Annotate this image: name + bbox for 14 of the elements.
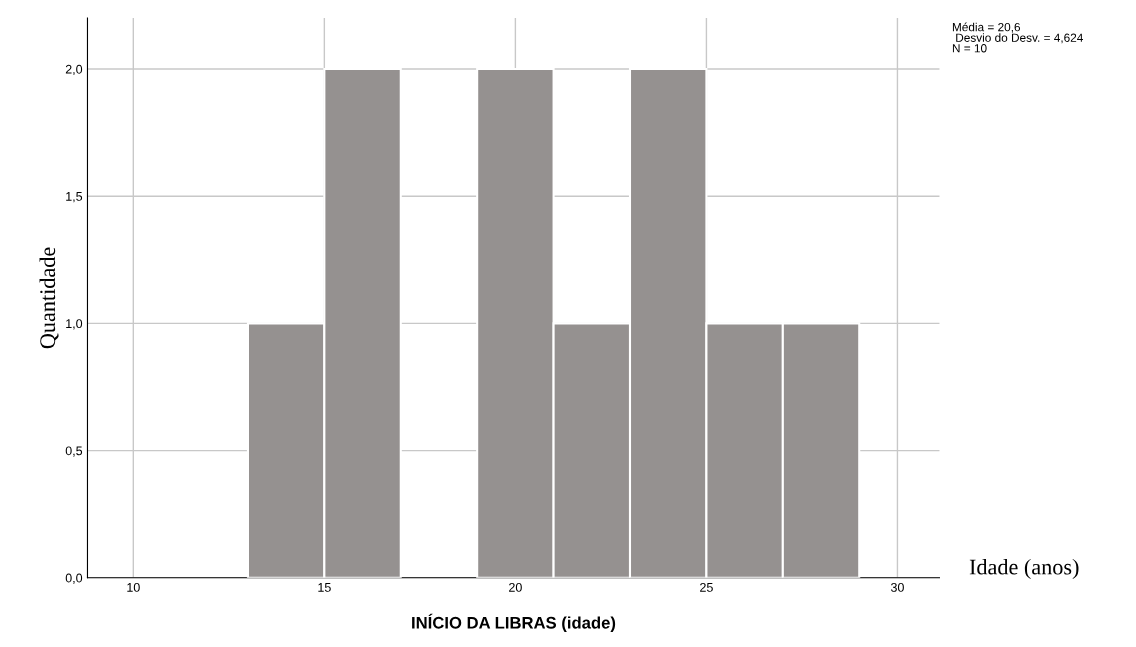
x-tick-label: 10: [127, 582, 140, 592]
y-tick-label: 1,5: [66, 192, 83, 203]
y-tick-label: 1,0: [66, 319, 83, 330]
text: Idade (anos): [969, 558, 1079, 580]
y-tick-label: 2,0: [65, 64, 83, 76]
x-tick-label: 25: [700, 582, 713, 592]
y-axis-title: Quantidade: [39, 247, 59, 349]
y-tick-label: 0,5: [65, 446, 83, 457]
x-tick-label: 30: [890, 582, 904, 592]
x-tick-label: 15: [318, 583, 331, 592]
text: Média = 20,6 Desvio do Desv. = 4,624 N = 10: [952, 22, 1083, 53]
x-axis-title: INÍCIO DA LIBRAS (idade): [412, 613, 616, 632]
x-tick-label: 20: [509, 582, 522, 592]
y-tick-label: 0,0: [65, 573, 83, 584]
